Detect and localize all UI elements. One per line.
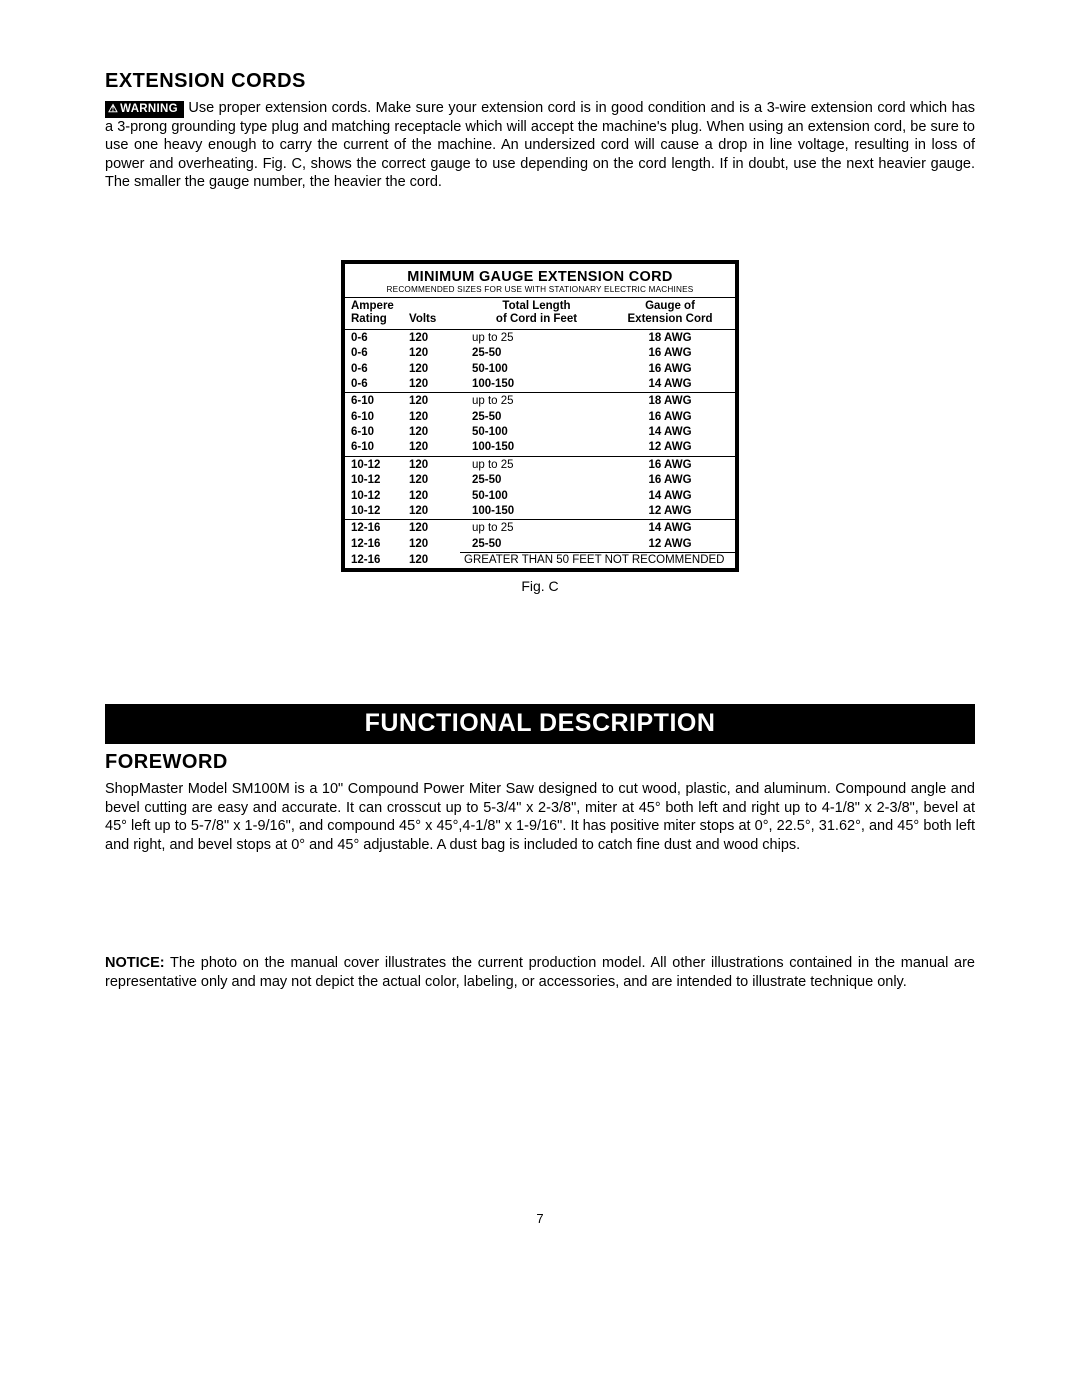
foreword-heading: FOREWORD <box>105 751 975 774</box>
table-row: 10-1212025-5016 AWG <box>345 473 735 488</box>
table-row: 0-6120up to 2518 AWG <box>345 330 735 346</box>
extension-cords-heading: EXTENSION CORDS <box>105 70 975 93</box>
warning-badge: ⚠WARNING <box>105 101 184 118</box>
table-row: 6-10120100-15012 AWG <box>345 440 735 456</box>
table-row: 12-16120up to 2514 AWG <box>345 520 735 536</box>
table-row: 0-612025-5016 AWG <box>345 346 735 361</box>
table-row: 10-12120100-15012 AWG <box>345 503 735 519</box>
th-gauge: Gauge ofExtension Cord <box>605 298 735 330</box>
notice-text: The photo on the manual cover illustrate… <box>105 955 975 990</box>
notice-paragraph: NOTICE: The photo on the manual cover il… <box>105 954 975 991</box>
page-number: 7 <box>105 1211 975 1226</box>
table-row: 6-1012025-5016 AWG <box>345 409 735 424</box>
table-row: 0-6120100-15014 AWG <box>345 376 735 392</box>
functional-description-banner: FUNCTIONAL DESCRIPTION <box>105 704 975 744</box>
table-row: 10-1212050-10014 AWG <box>345 488 735 503</box>
extension-cords-paragraph: ⚠WARNING Use proper extension cords. Mak… <box>105 99 975 192</box>
table-row: 12-16120GREATER THAN 50 FEET NOT RECOMME… <box>345 552 735 568</box>
warning-label-text: WARNING <box>120 103 178 115</box>
th-ampere: AmpereRating <box>345 298 405 330</box>
table-row: 6-1012050-10014 AWG <box>345 425 735 440</box>
gauge-table: MINIMUM GAUGE EXTENSION CORD RECOMMENDED… <box>341 260 739 572</box>
table-row: 0-612050-10016 AWG <box>345 361 735 376</box>
gauge-table-title: MINIMUM GAUGE EXTENSION CORD <box>345 264 735 285</box>
extension-cords-text: Use proper extension cords. Make sure yo… <box>105 100 975 190</box>
table-row: 10-12120up to 2516 AWG <box>345 456 735 472</box>
table-row: 6-10120up to 2518 AWG <box>345 393 735 409</box>
foreword-paragraph: ShopMaster Model SM100M is a 10" Compoun… <box>105 780 975 854</box>
notice-label: NOTICE: <box>105 955 165 971</box>
table-header-row: AmpereRating Volts Total Lengthof Cord i… <box>345 298 735 330</box>
gauge-table-subtitle: RECOMMENDED SIZES FOR USE WITH STATIONAR… <box>345 285 735 298</box>
figure-caption: Fig. C <box>521 578 558 594</box>
th-length: Total Lengthof Cord in Feet <box>460 298 605 330</box>
gauge-data-table: AmpereRating Volts Total Lengthof Cord i… <box>345 298 735 568</box>
table-row: 12-1612025-5012 AWG <box>345 536 735 552</box>
gauge-table-container: MINIMUM GAUGE EXTENSION CORD RECOMMENDED… <box>105 260 975 594</box>
th-volts: Volts <box>405 298 460 330</box>
warning-triangle-icon: ⚠ <box>108 102 118 116</box>
